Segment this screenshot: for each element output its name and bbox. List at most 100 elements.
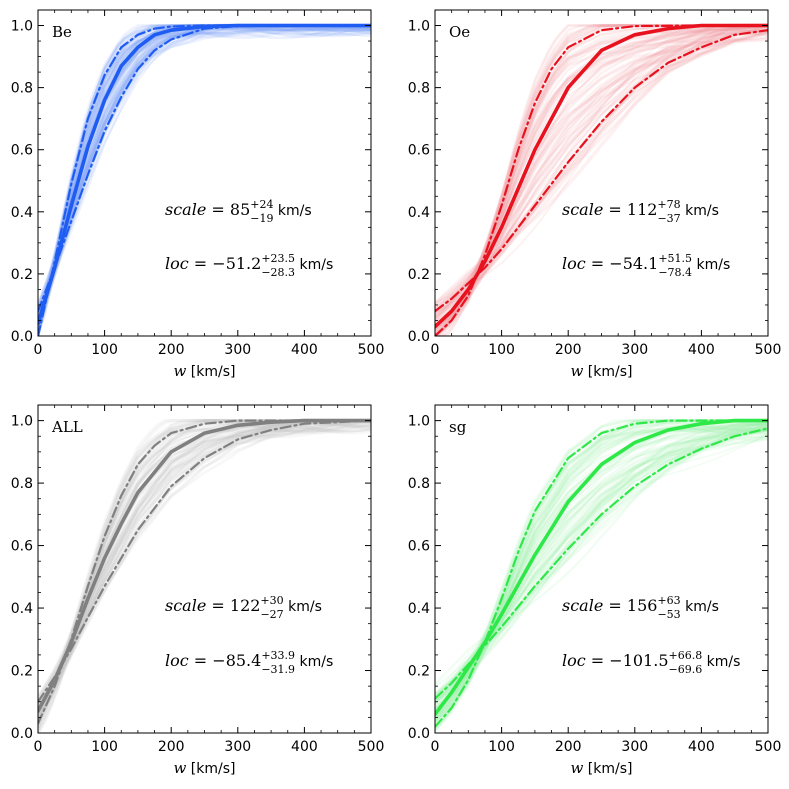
lower-bound-line <box>435 29 768 313</box>
sample-curve <box>38 419 371 732</box>
x-tick-label: 400 <box>291 739 318 755</box>
sample-curve <box>435 425 768 703</box>
loc-annotation: loc = −101.5+66.8 −69.6 km/s <box>562 649 740 676</box>
sample-curve <box>435 23 768 335</box>
sample-curve <box>435 38 768 304</box>
sample-curve <box>435 29 768 319</box>
sample-curve <box>435 25 768 331</box>
sample-curve <box>435 28 768 318</box>
sample-curve <box>435 424 768 704</box>
x-tick-label: 0 <box>34 739 43 755</box>
panel-all: 0 100 200 300 400 500 0.0 0.2 0.4 0.6 0.8 1.0 w [km/… <box>11 404 385 777</box>
x-axis-unit: [km/s] <box>583 364 632 380</box>
sample-curve <box>435 26 768 313</box>
x-tick-label: 500 <box>358 342 385 358</box>
sample-curve <box>38 419 371 714</box>
posterior-sample-band <box>435 418 768 732</box>
sample-curve <box>435 24 768 330</box>
sample-curve <box>38 419 371 719</box>
sample-curve <box>435 25 768 335</box>
y-tick-label: 0.6 <box>11 539 33 555</box>
y-tick-label: 0.4 <box>408 205 430 221</box>
sample-curve <box>38 419 371 717</box>
sample-curve <box>38 419 371 706</box>
sample-curve <box>435 23 768 336</box>
sample-curve <box>38 419 371 708</box>
x-tick-label: 300 <box>224 739 251 755</box>
y-tick-label: 0.0 <box>11 329 33 345</box>
x-axis-variable: w <box>571 362 584 380</box>
sample-curve <box>435 29 768 325</box>
x-tick-label: 0 <box>431 342 440 358</box>
sample-curve <box>435 434 768 703</box>
x-tick-label: 300 <box>621 739 648 755</box>
sample-curve <box>435 25 768 330</box>
sample-curve <box>435 28 768 316</box>
panel-label: Be <box>52 23 72 41</box>
sample-curve <box>38 419 371 718</box>
x-tick-label: 400 <box>291 342 318 358</box>
lower-bound-line <box>38 419 371 703</box>
x-axis-label: w [km/s] <box>174 759 236 777</box>
x-axis-label: w [km/s] <box>571 759 633 777</box>
sample-curve <box>435 27 768 324</box>
x-axis-label: w [km/s] <box>174 362 236 380</box>
x-axis-unit: [km/s] <box>583 761 632 777</box>
sample-curve <box>435 31 768 323</box>
loc-annotation: loc = −54.1+51.5 −78.4 km/s <box>562 252 730 279</box>
sample-curve <box>38 419 371 718</box>
sample-curve <box>435 24 768 336</box>
x-tick-label: 400 <box>688 739 715 755</box>
sample-curve <box>38 419 371 712</box>
y-tick-label: 0.4 <box>11 205 33 221</box>
x-tick-label: 100 <box>488 739 515 755</box>
x-tick-label: 500 <box>755 342 782 358</box>
x-axis-variable: w <box>174 759 187 777</box>
x-tick-label: 500 <box>358 739 385 755</box>
y-tick-label: 1.0 <box>11 19 33 35</box>
sample-curve <box>435 36 768 314</box>
posterior-sample-band <box>38 418 371 733</box>
sample-curve <box>435 432 768 710</box>
sample-curve <box>38 418 371 708</box>
loc-annotation: loc = −85.4+33.9 −31.9 km/s <box>165 649 333 676</box>
sample-curve <box>435 429 768 697</box>
posterior-sample-band <box>38 23 371 336</box>
x-axis-variable: w <box>174 362 187 380</box>
sample-curve <box>435 31 768 309</box>
x-tick-label: 100 <box>91 739 118 755</box>
panel-oe: 0 100 200 300 400 500 0.0 0.2 0.4 0.6 0.8 1.0 w [km/… <box>408 9 782 380</box>
posterior-sample-band <box>435 23 768 336</box>
y-tick-label: 0.0 <box>408 329 430 345</box>
upper-bound-line <box>435 419 768 728</box>
x-axis-label: w [km/s] <box>571 362 633 380</box>
sample-curve <box>435 426 768 704</box>
y-tick-label: 0.8 <box>408 81 430 97</box>
panel-be: 0 100 200 300 400 500 0.0 0.2 0.4 0.6 0.8 1.0 w [km/… <box>11 9 385 380</box>
sample-curve <box>435 24 768 333</box>
y-tick-label: 0.0 <box>408 726 430 742</box>
scale-annotation: scale = 122+30 −27 km/s <box>165 594 322 621</box>
sample-curve <box>38 419 371 715</box>
x-tick-label: 100 <box>488 342 515 358</box>
x-tick-label: 0 <box>431 739 440 755</box>
x-tick-label: 500 <box>755 739 782 755</box>
median-cdf-line <box>435 23 768 329</box>
sample-curve <box>38 421 371 713</box>
upper-bound-line <box>435 24 768 336</box>
x-tick-label: 400 <box>688 342 715 358</box>
x-tick-label: 200 <box>158 739 185 755</box>
y-tick-label: 0.6 <box>408 539 430 555</box>
y-tick-label: 0.6 <box>11 143 33 159</box>
y-tick-label: 1.0 <box>408 19 430 35</box>
panel-label: Oe <box>449 23 470 41</box>
sample-curve <box>435 24 768 333</box>
x-tick-label: 200 <box>555 342 582 358</box>
sample-curve <box>435 427 768 719</box>
sample-curve <box>435 426 768 721</box>
y-tick-label: 0.2 <box>408 267 430 283</box>
sample-curve <box>435 27 768 308</box>
x-tick-label: 200 <box>555 739 582 755</box>
panel-label: sg <box>449 418 467 436</box>
lower-bound-line <box>435 427 768 700</box>
